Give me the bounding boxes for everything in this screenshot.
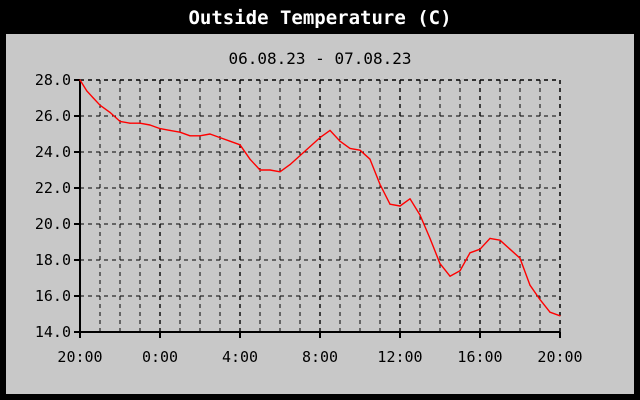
data-point [249, 158, 251, 160]
axes [79, 79, 561, 333]
data-point [519, 257, 521, 259]
y-tick-label: 14.0 [35, 323, 71, 341]
data-point [149, 124, 151, 126]
data-point [86, 90, 88, 92]
data-point [419, 214, 421, 216]
data-point [209, 133, 211, 135]
data-point [389, 203, 391, 205]
data-point [459, 270, 461, 272]
data-point [219, 137, 221, 139]
y-tick-label: 16.0 [35, 287, 71, 305]
data-point [539, 299, 541, 301]
data-point [559, 315, 561, 317]
data-point [499, 239, 501, 241]
x-tick-label: 4:00 [222, 348, 258, 366]
data-point [269, 169, 271, 171]
y-tick-label: 28.0 [35, 71, 71, 89]
x-tick-label: 0:00 [142, 348, 178, 366]
data-point [339, 140, 341, 142]
data-point [299, 155, 301, 157]
chart-subtitle: 06.08.23 - 07.08.23 [228, 49, 411, 68]
y-tick-label: 20.0 [35, 215, 71, 233]
temperature-line [79, 79, 561, 317]
data-point [79, 79, 81, 81]
x-tick-label: 16:00 [457, 348, 502, 366]
x-tick-label: 8:00 [302, 348, 338, 366]
y-tick-label: 24.0 [35, 143, 71, 161]
data-point [319, 137, 321, 139]
y-axis-ticks: 28.0 26.0 24.0 22.0 20.0 18.0 16.0 14.0 [35, 71, 80, 341]
data-point [229, 140, 231, 142]
data-point [109, 111, 111, 113]
data-point [529, 284, 531, 286]
data-point [359, 149, 361, 151]
data-point [259, 169, 261, 171]
data-point [479, 248, 481, 250]
x-axis-ticks: 20:00 0:00 4:00 8:00 12:00 16:00 20:00 [57, 332, 583, 366]
data-point [549, 311, 551, 313]
data-point [239, 144, 241, 146]
data-point [379, 183, 381, 185]
data-point [199, 135, 201, 137]
chart-title: Outside Temperature (C) [0, 0, 640, 34]
x-tick-label: 20:00 [537, 348, 582, 366]
data-point [189, 135, 191, 137]
data-point [409, 198, 411, 200]
data-point [349, 147, 351, 149]
y-tick-label: 26.0 [35, 107, 71, 125]
chart-panel: 06.08.23 - 07.08.23 28.0 26.0 24.0 22.0 20.0… [6, 34, 634, 394]
data-point [289, 164, 291, 166]
data-point [129, 122, 131, 124]
data-point [449, 275, 451, 277]
series [79, 79, 561, 317]
data-point [309, 146, 311, 148]
x-tick-label: 12:00 [377, 348, 422, 366]
data-point [369, 158, 371, 160]
data-point [509, 248, 511, 250]
y-tick-label: 18.0 [35, 251, 71, 269]
data-point [159, 128, 161, 130]
temperature-chart: 06.08.23 - 07.08.23 28.0 26.0 24.0 22.0 20.0… [35, 49, 583, 366]
grid [80, 80, 560, 332]
data-point [279, 171, 281, 173]
data-point [119, 120, 121, 122]
data-point [469, 252, 471, 254]
x-tick-label: 20:00 [57, 348, 102, 366]
data-point [99, 104, 101, 106]
data-point [329, 129, 331, 131]
y-tick-label: 22.0 [35, 179, 71, 197]
data-point [92, 97, 94, 99]
data-point [179, 131, 181, 133]
data-point [489, 237, 491, 239]
data-point [169, 129, 171, 131]
data-point [429, 237, 431, 239]
data-point [139, 122, 141, 124]
data-point [399, 205, 401, 207]
data-point [439, 263, 441, 265]
